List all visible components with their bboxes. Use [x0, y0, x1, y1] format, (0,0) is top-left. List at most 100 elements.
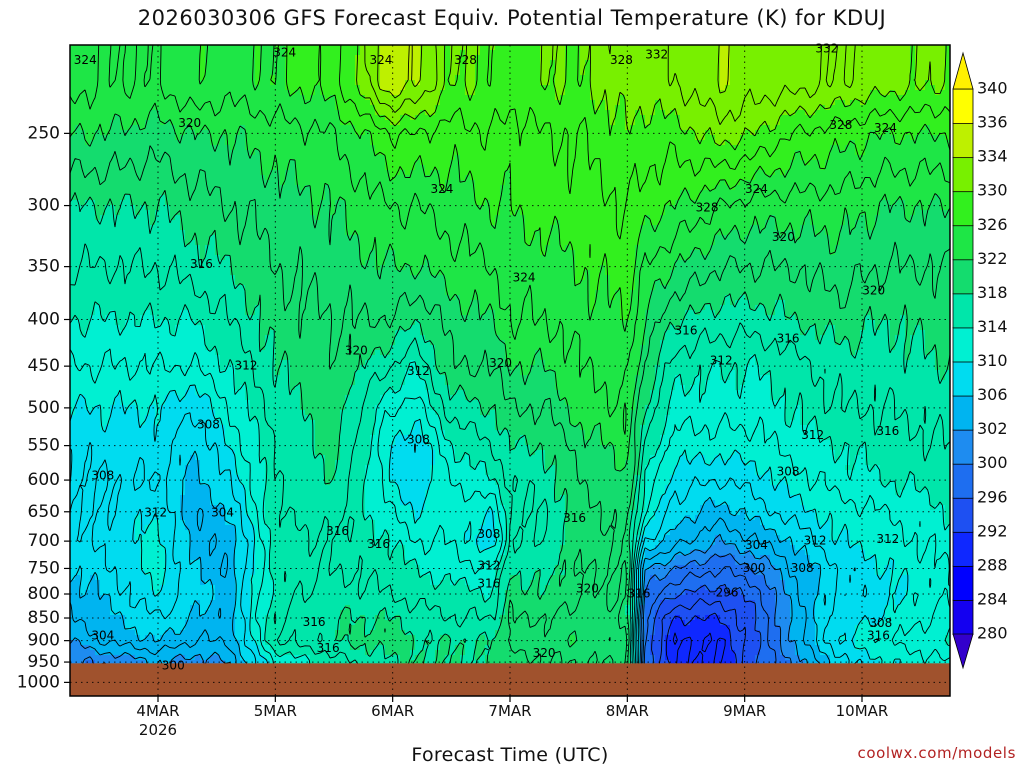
heatmap-cell — [215, 275, 221, 281]
heatmap-cell — [220, 545, 226, 551]
heatmap-cell — [230, 565, 236, 571]
heatmap-cell — [215, 245, 221, 251]
heatmap-cell — [95, 300, 101, 306]
heatmap-cell — [255, 195, 261, 201]
heatmap-cell — [185, 640, 191, 646]
heatmap-cell — [135, 245, 141, 251]
heatmap-cell — [120, 485, 126, 491]
heatmap-cell — [225, 365, 231, 371]
heatmap-cell — [205, 85, 211, 91]
heatmap-cell — [105, 430, 111, 436]
heatmap-cell — [210, 130, 216, 136]
heatmap-cell — [135, 355, 141, 361]
heatmap-cell — [200, 105, 206, 111]
heatmap-cell — [95, 310, 101, 316]
heatmap-cell — [240, 600, 246, 606]
heatmap-cell — [175, 75, 181, 81]
heatmap-cell — [190, 375, 196, 381]
heatmap-cell — [200, 115, 206, 121]
heatmap-cell — [130, 470, 136, 476]
heatmap-cell — [210, 365, 216, 371]
heatmap-cell — [245, 180, 251, 186]
heatmap-cell — [70, 240, 76, 246]
heatmap-cell — [125, 210, 131, 216]
heatmap-cell — [240, 575, 246, 581]
heatmap-cell — [160, 615, 166, 621]
heatmap-cell — [160, 340, 166, 346]
heatmap-cell — [130, 180, 136, 186]
heatmap-cell — [150, 240, 156, 246]
heatmap-cell — [165, 605, 171, 611]
heatmap-cell — [170, 90, 176, 96]
heatmap-cell — [175, 275, 181, 281]
heatmap-cell — [195, 635, 201, 641]
heatmap-cell — [90, 360, 96, 366]
heatmap-cell — [70, 380, 76, 386]
heatmap-cell — [235, 235, 241, 241]
heatmap-cell — [225, 525, 231, 531]
heatmap-cell — [135, 350, 141, 356]
heatmap-cell — [75, 370, 81, 376]
heatmap-cell — [105, 365, 111, 371]
heatmap-cell — [145, 605, 151, 611]
heatmap-cell — [85, 575, 91, 581]
heatmap-cell — [175, 435, 181, 441]
heatmap-cell — [165, 465, 171, 471]
heatmap-cell — [155, 370, 161, 376]
heatmap-cell — [140, 585, 146, 591]
heatmap-cell — [190, 650, 196, 656]
heatmap-cell — [115, 525, 121, 531]
heatmap-cell — [170, 515, 176, 521]
heatmap-cell — [85, 565, 91, 571]
heatmap-cell — [230, 535, 236, 541]
heatmap-cell — [90, 355, 96, 361]
heatmap-cell — [210, 150, 216, 156]
heatmap-cell — [100, 225, 106, 231]
heatmap-cell — [255, 160, 261, 166]
heatmap-cell — [140, 645, 146, 651]
heatmap-cell — [70, 455, 76, 461]
heatmap-cell — [245, 385, 251, 391]
heatmap-cell — [140, 450, 146, 456]
heatmap-cell — [130, 285, 136, 291]
heatmap-cell — [175, 230, 181, 236]
heatmap-cell — [215, 630, 221, 636]
heatmap-cell — [205, 230, 211, 236]
heatmap-cell — [70, 210, 76, 216]
heatmap-cell — [75, 125, 81, 131]
heatmap-cell — [160, 555, 166, 561]
heatmap-cell — [205, 100, 211, 106]
heatmap-cell — [235, 340, 241, 346]
heatmap-cell — [85, 440, 91, 446]
heatmap-cell — [145, 325, 151, 331]
heatmap-cell — [100, 120, 106, 126]
heatmap-cell — [70, 175, 76, 181]
heatmap-cell — [180, 455, 186, 461]
heatmap-cell — [205, 190, 211, 196]
heatmap-cell — [255, 190, 261, 196]
heatmap-cell — [210, 315, 216, 321]
heatmap-cell — [155, 150, 161, 156]
heatmap-cell — [130, 465, 136, 471]
heatmap-cell — [120, 610, 126, 616]
heatmap-cell — [115, 70, 121, 76]
heatmap-cell — [115, 310, 121, 316]
heatmap-cell — [245, 220, 251, 226]
heatmap-cell — [195, 115, 201, 121]
heatmap-cell — [190, 635, 196, 641]
heatmap-cell — [90, 285, 96, 291]
heatmap-cell — [150, 210, 156, 216]
heatmap-cell — [240, 430, 246, 436]
heatmap-cell — [175, 540, 181, 546]
heatmap-cell — [145, 230, 151, 236]
heatmap-cell — [130, 460, 136, 466]
heatmap-cell — [200, 505, 206, 511]
heatmap-cell — [120, 500, 126, 506]
heatmap-cell — [220, 45, 226, 51]
heatmap-cell — [85, 90, 91, 96]
heatmap-cell — [140, 500, 146, 506]
heatmap-cell — [110, 45, 116, 51]
heatmap-cell — [215, 75, 221, 81]
heatmap-cell — [205, 460, 211, 466]
heatmap-cell — [95, 260, 101, 266]
